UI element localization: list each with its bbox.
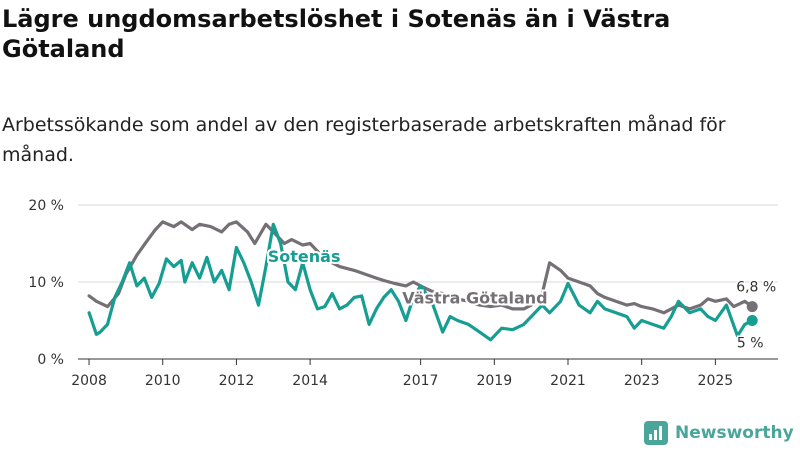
x-tick-label: 2023 bbox=[624, 373, 660, 389]
y-tick-label: 10 % bbox=[28, 275, 64, 291]
x-tick-label: 2025 bbox=[698, 373, 734, 389]
chart-title: Lägre ungdomsarbetslöshet i Sotenäs än i… bbox=[2, 5, 671, 63]
y-tick-label: 20 % bbox=[28, 198, 64, 214]
series-line bbox=[87, 222, 754, 342]
brand-name: Newsworthy bbox=[675, 423, 794, 443]
x-tick-label: 2010 bbox=[145, 373, 181, 389]
x-tick-label: 2017 bbox=[403, 373, 439, 389]
y-axis-ticks: 0 % 10 % 20 % bbox=[28, 198, 64, 368]
end-value-label: 5 % bbox=[737, 336, 764, 352]
x-tick-label: 2014 bbox=[292, 373, 328, 389]
series-end-point bbox=[746, 315, 758, 326]
newsworthy-logo-icon bbox=[644, 421, 668, 445]
chart-subtitle: Arbetssökande som andel av den registerb… bbox=[2, 114, 726, 166]
end-value-label: 6,8 % bbox=[736, 280, 776, 296]
series-labels: Västra Götaland Sotenäs 6,8 % 5 % bbox=[266, 245, 778, 353]
y-tick-label: 0 % bbox=[37, 352, 64, 368]
series-end-point bbox=[746, 301, 758, 313]
x-tick-label: 2008 bbox=[71, 373, 107, 389]
x-tick-label: 2019 bbox=[476, 373, 512, 389]
series-lines bbox=[87, 220, 758, 342]
gridlines bbox=[78, 204, 778, 283]
series-name-label: Västra Götaland bbox=[402, 289, 547, 308]
newsworthy-brand[interactable]: Newsworthy bbox=[644, 420, 794, 446]
x-axis-ticks: 2008 2010 2012 2014 2017 2019 2021 2023 2025 bbox=[71, 359, 733, 389]
x-tick-label: 2021 bbox=[550, 373, 586, 389]
x-tick-label: 2012 bbox=[219, 373, 255, 389]
series-name-label: Sotenäs bbox=[268, 247, 341, 266]
